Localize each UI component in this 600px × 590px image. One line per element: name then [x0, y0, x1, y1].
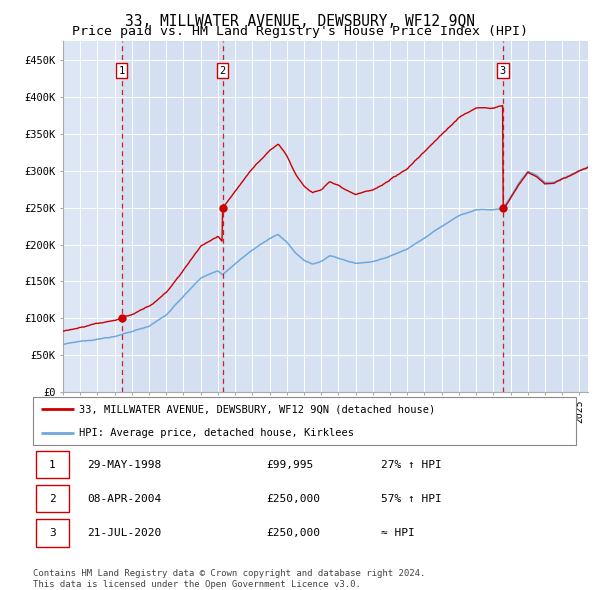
Text: HPI: Average price, detached house, Kirklees: HPI: Average price, detached house, Kirk… — [79, 428, 354, 438]
Text: 3: 3 — [500, 66, 506, 76]
FancyBboxPatch shape — [36, 519, 70, 547]
Text: 33, MILLWATER AVENUE, DEWSBURY, WF12 9QN: 33, MILLWATER AVENUE, DEWSBURY, WF12 9QN — [125, 14, 475, 29]
Text: 33, MILLWATER AVENUE, DEWSBURY, WF12 9QN (detached house): 33, MILLWATER AVENUE, DEWSBURY, WF12 9QN… — [79, 404, 436, 414]
Text: £250,000: £250,000 — [266, 494, 320, 504]
Text: 29-MAY-1998: 29-MAY-1998 — [88, 460, 161, 470]
Text: ≈ HPI: ≈ HPI — [380, 528, 414, 538]
Text: 08-APR-2004: 08-APR-2004 — [88, 494, 161, 504]
Text: Price paid vs. HM Land Registry's House Price Index (HPI): Price paid vs. HM Land Registry's House … — [72, 25, 528, 38]
Text: £250,000: £250,000 — [266, 528, 320, 538]
FancyBboxPatch shape — [36, 451, 70, 478]
Text: £99,995: £99,995 — [266, 460, 314, 470]
Bar — [122, 41, 223, 392]
Text: 57% ↑ HPI: 57% ↑ HPI — [380, 494, 441, 504]
Text: 3: 3 — [49, 528, 56, 538]
Text: Contains HM Land Registry data © Crown copyright and database right 2024.
This d: Contains HM Land Registry data © Crown c… — [33, 569, 425, 589]
Text: 27% ↑ HPI: 27% ↑ HPI — [380, 460, 441, 470]
Text: 1: 1 — [49, 460, 56, 470]
Text: 2: 2 — [49, 494, 56, 504]
FancyBboxPatch shape — [33, 397, 576, 445]
Text: 2: 2 — [220, 66, 226, 76]
Bar — [223, 41, 503, 392]
Bar — [503, 41, 588, 392]
Text: 1: 1 — [119, 66, 125, 76]
Text: 21-JUL-2020: 21-JUL-2020 — [88, 528, 161, 538]
FancyBboxPatch shape — [36, 485, 70, 513]
